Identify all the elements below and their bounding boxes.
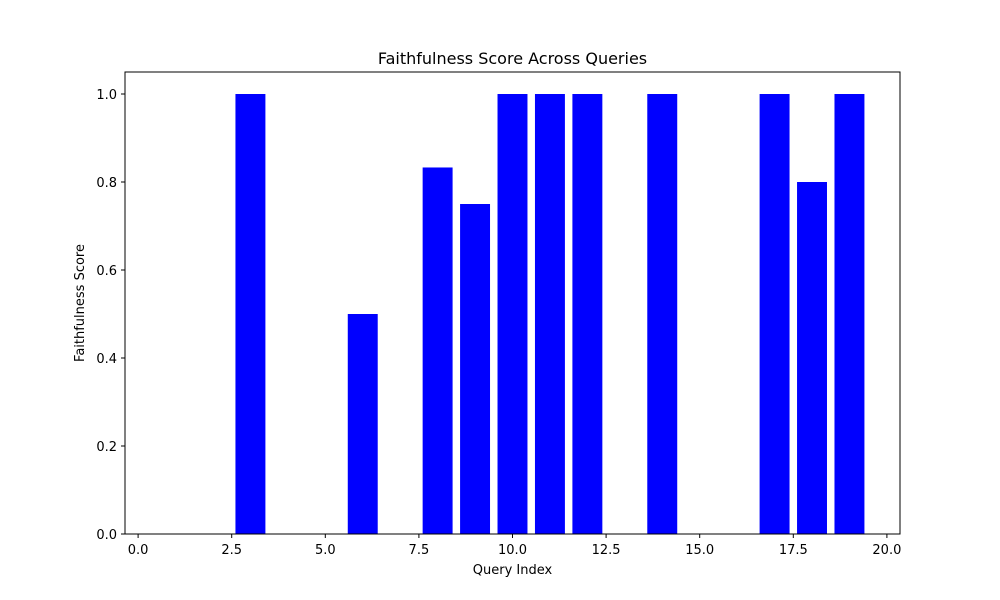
bar-query-12: [572, 94, 603, 534]
x-tick-label: 20.0: [872, 543, 901, 558]
x-tick-label: 12.5: [592, 543, 621, 558]
x-tick-label: 10.0: [498, 543, 527, 558]
bar-query-11: [534, 94, 565, 534]
y-tick-label: 0.6: [96, 264, 117, 279]
y-axis-ticks: 0.0 0.2 0.4 0.6 0.8 1.0: [96, 88, 125, 543]
x-tick-label: 7.5: [409, 543, 430, 558]
x-tick-label: 5.0: [315, 543, 336, 558]
chart-title: Faithfulness Score Across Queries: [378, 49, 647, 68]
bar-query-8: [422, 167, 453, 535]
bar-query-9: [460, 204, 491, 534]
bar-query-17: [759, 94, 790, 534]
bar-query-19: [834, 94, 865, 534]
bar-query-14: [647, 94, 678, 534]
plot-frame: [124, 71, 901, 535]
x-tick-label: 15.0: [685, 543, 714, 558]
bar-query-10: [497, 94, 528, 534]
x-tick-label: 0.0: [128, 543, 149, 558]
bar-query-3: [235, 94, 266, 534]
y-tick-label: 0.4: [96, 352, 117, 367]
y-tick-label: 0.2: [96, 440, 117, 455]
x-axis-ticks: 0.0 2.5 5.0 7.5 10.0 12.5 15.0 17.5 20.0: [128, 534, 901, 558]
y-axis-title: Faithfulness Score: [73, 244, 88, 362]
bar-query-6: [347, 314, 378, 534]
y-tick-label: 0.0: [96, 528, 117, 543]
x-tick-label: 17.5: [779, 543, 808, 558]
y-tick-label: 0.8: [96, 176, 117, 191]
y-tick-label: 1.0: [96, 88, 117, 103]
x-tick-label: 2.5: [221, 543, 242, 558]
bar-query-18: [797, 182, 827, 534]
bars-group: [235, 94, 865, 535]
x-axis-title: Query Index: [473, 563, 553, 578]
